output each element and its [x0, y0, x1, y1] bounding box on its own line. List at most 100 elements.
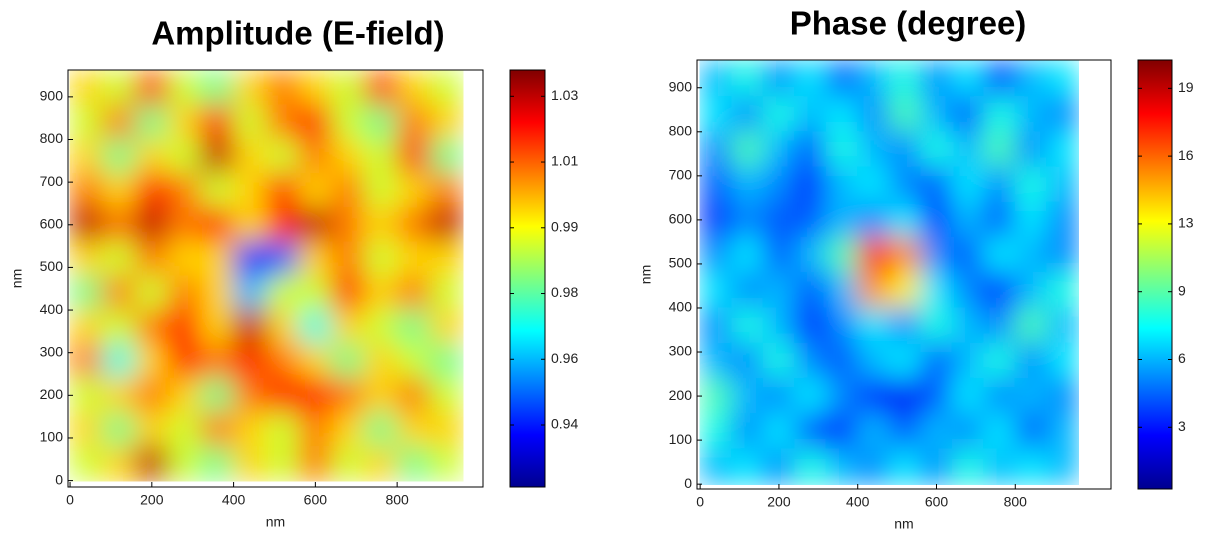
- heat-cell: [857, 342, 890, 379]
- y-tick-label: 300: [669, 343, 693, 359]
- y-tick-label: 300: [40, 343, 64, 359]
- heat-cell: [857, 237, 890, 274]
- heat-cell: [298, 70, 333, 106]
- heat-cell: [731, 342, 764, 379]
- x-tick-label: 800: [1004, 494, 1028, 510]
- heat-cell: [429, 173, 464, 209]
- heat-cell: [794, 201, 827, 239]
- heat-cell: [1014, 342, 1048, 379]
- heat-cell: [429, 445, 464, 482]
- heat-cell: [363, 207, 398, 243]
- y-axis-label: nm: [9, 269, 25, 288]
- heat-cell: [429, 309, 464, 345]
- heat-cell: [888, 60, 922, 98]
- heat-cell: [200, 343, 235, 379]
- heat-cell: [134, 241, 169, 277]
- heat-cell: [699, 96, 733, 133]
- heat-cell: [233, 241, 267, 277]
- heat-cell: [1014, 201, 1048, 239]
- heat-cell: [1046, 131, 1079, 168]
- heat-cell: [134, 139, 169, 175]
- colorbar-tick-label: 0.98: [551, 284, 578, 300]
- heat-cell: [731, 96, 764, 133]
- heat-cell: [1014, 413, 1048, 450]
- y-tick-label: 0: [55, 471, 63, 487]
- heat-cell: [363, 445, 398, 482]
- y-tick-label: 700: [669, 167, 693, 183]
- heat-cell: [794, 377, 827, 415]
- colorbar-tick-label: 13: [1178, 215, 1194, 231]
- heat-cell: [951, 377, 985, 415]
- heat-cell: [888, 166, 922, 203]
- heat-cell: [699, 377, 733, 415]
- heat-cell: [1014, 307, 1048, 344]
- heat-cell: [429, 207, 464, 243]
- heat-cell: [102, 377, 136, 413]
- heat-cell: [794, 272, 827, 309]
- heat-cell: [951, 96, 985, 133]
- heat-cell: [699, 166, 733, 203]
- heat-cell: [167, 241, 202, 277]
- heat-cell: [200, 104, 235, 140]
- heat-cell: [69, 411, 104, 447]
- heat-cell: [167, 173, 202, 209]
- heat-cell: [825, 131, 859, 168]
- heat-cell: [983, 307, 1016, 344]
- heat-cell: [731, 377, 764, 415]
- heat-cell: [363, 139, 398, 175]
- heat-cell: [167, 445, 202, 482]
- heat-cell: [731, 166, 764, 203]
- heat-cell: [699, 237, 733, 274]
- heat-cell: [731, 237, 764, 274]
- heat-cell: [857, 131, 890, 168]
- colorbar-tick-label: 1.01: [551, 153, 578, 169]
- heat-cell: [1046, 96, 1079, 133]
- heat-cell: [1014, 272, 1048, 309]
- heat-cell: [888, 272, 922, 309]
- heat-cell: [888, 342, 922, 379]
- y-tick-label: 500: [40, 258, 64, 274]
- heat-cell: [794, 237, 827, 274]
- heat-cell: [102, 173, 136, 209]
- heat-cell: [762, 307, 796, 344]
- heat-cell: [134, 343, 169, 379]
- heat-cell: [69, 173, 104, 209]
- chart-title: Amplitude (E-field): [151, 15, 444, 52]
- heat-cell: [331, 139, 365, 175]
- heat-cell: [102, 411, 136, 447]
- heat-cell: [134, 173, 169, 209]
- x-tick-label: 200: [767, 494, 791, 510]
- heat-cell: [825, 448, 859, 485]
- heat-cell: [396, 207, 431, 243]
- y-tick-label: 800: [40, 130, 64, 146]
- heat-cell: [102, 445, 136, 482]
- heat-cell: [298, 411, 333, 447]
- heat-cell: [331, 104, 365, 140]
- heat-cell: [888, 413, 922, 450]
- heat-cell: [951, 342, 985, 379]
- heat-cell: [983, 237, 1016, 274]
- heat-cell: [69, 241, 104, 277]
- heat-cell: [920, 131, 953, 168]
- heat-cell: [69, 309, 104, 345]
- heat-cell: [429, 70, 464, 106]
- heat-cell: [134, 207, 169, 243]
- heat-cell: [762, 96, 796, 133]
- heat-cell: [825, 237, 859, 274]
- heat-cell: [298, 377, 333, 413]
- heat-cell: [265, 343, 300, 379]
- heat-cell: [888, 307, 922, 344]
- heat-cell: [983, 60, 1016, 98]
- heat-cell: [983, 96, 1016, 133]
- y-tick-label: 500: [669, 255, 693, 271]
- heat-cell: [825, 201, 859, 239]
- heat-cell: [1014, 131, 1048, 168]
- heat-cell: [699, 342, 733, 379]
- heat-cell: [857, 413, 890, 450]
- heat-cell: [233, 343, 267, 379]
- heat-cell: [888, 131, 922, 168]
- heat-cell: [134, 70, 169, 106]
- heat-cell: [1046, 272, 1079, 309]
- heat-cell: [396, 343, 431, 379]
- heat-cell: [951, 237, 985, 274]
